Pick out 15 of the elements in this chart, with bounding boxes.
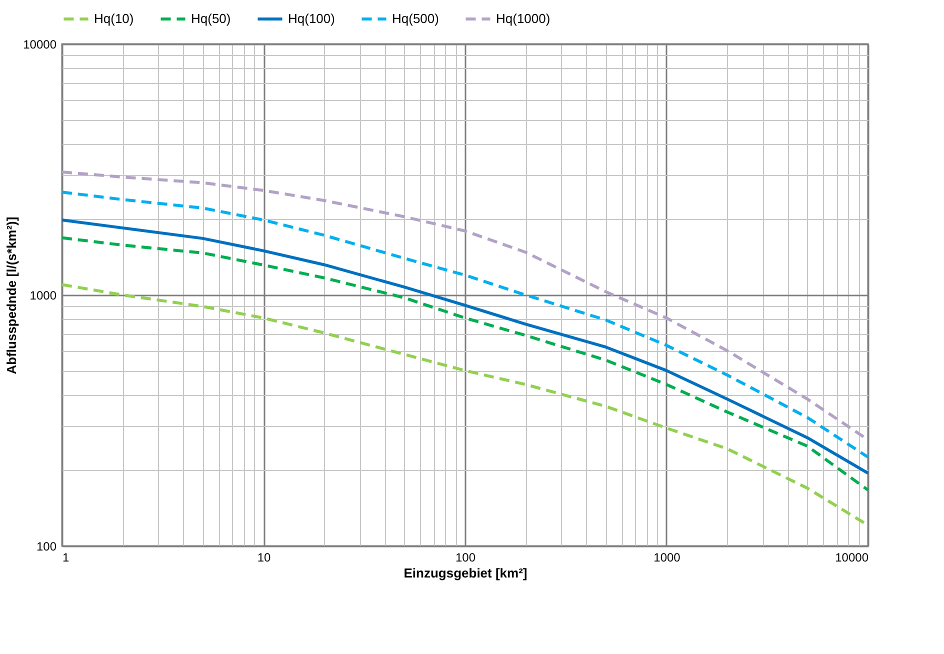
legend-label: Hq(50) xyxy=(191,11,231,26)
legend-label: Hq(500) xyxy=(392,11,439,26)
x-tick-label: 100 xyxy=(455,550,476,564)
legend-label: Hq(100) xyxy=(288,11,335,26)
x-tick-label: 10 xyxy=(257,550,271,564)
x-axis-title: Einzugsgebiet [km²] xyxy=(404,566,528,580)
legend-label: Hq(10) xyxy=(94,11,134,26)
y-tick-label: 10000 xyxy=(23,38,57,52)
legend-label: Hq(1000) xyxy=(496,11,550,26)
y-tick-label: 100 xyxy=(36,540,57,554)
y-axis-title: Abflusspednde [l/(s*km²)] xyxy=(4,216,20,374)
x-tick-label: 10000 xyxy=(835,550,869,564)
x-tick-label: 1000 xyxy=(654,550,681,564)
x-tick-label: 1 xyxy=(62,550,70,564)
y-tick-label: 1000 xyxy=(30,288,57,302)
